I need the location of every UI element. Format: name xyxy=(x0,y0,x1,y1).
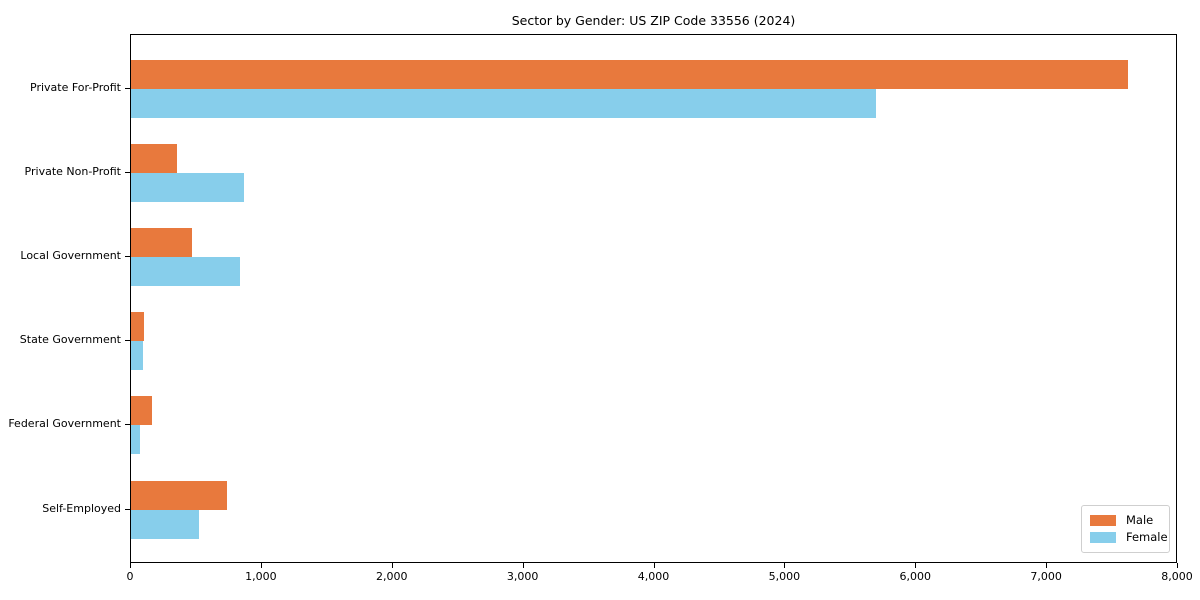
y-axis-label-private-non-profit: Private Non-Profit xyxy=(24,165,121,179)
plot-area: Male Female xyxy=(130,34,1177,563)
bar-female-self-employed xyxy=(131,509,199,539)
x-tick-mark xyxy=(915,563,917,568)
y-axis-label-state-government: State Government xyxy=(19,333,121,347)
chart-title: Sector by Gender: US ZIP Code 33556 (202… xyxy=(511,13,796,28)
x-tick-mark xyxy=(260,563,262,568)
bar-male-federal-government xyxy=(131,396,152,426)
y-axis-label-self-employed: Self-Employed xyxy=(42,501,121,515)
legend-label-male: Male xyxy=(1126,513,1154,527)
x-axis-tick-label-0: 0 xyxy=(126,570,134,583)
bar-male-state-government xyxy=(131,312,144,342)
legend-label-female: Female xyxy=(1126,530,1168,544)
legend-item-female: Female xyxy=(1090,529,1168,546)
x-axis-tick-label-2000: 2,000 xyxy=(376,570,408,583)
x-axis-tick-label-4000: 4,000 xyxy=(637,570,670,583)
x-axis-tick-label-5000: 5,000 xyxy=(768,570,801,583)
y-tick-mark xyxy=(125,172,130,174)
y-axis-label-federal-government: Federal Government xyxy=(8,417,121,431)
legend: Male Female xyxy=(1081,505,1170,553)
bar-male-private-for-profit xyxy=(131,60,1128,89)
y-tick-mark xyxy=(125,508,130,510)
y-tick-mark xyxy=(125,424,130,426)
x-axis-tick-label-1000: 1,000 xyxy=(245,570,277,583)
x-axis-tick-label-6000: 6,000 xyxy=(899,570,932,583)
y-axis-label-local-government: Local Government xyxy=(20,249,121,263)
bar-female-local-government xyxy=(131,257,240,287)
bar-female-state-government xyxy=(131,341,143,371)
y-tick-mark xyxy=(125,88,130,89)
legend-swatch-female xyxy=(1090,532,1116,543)
x-tick-mark xyxy=(522,563,524,568)
x-axis-tick-label-8000: 8,000 xyxy=(1161,570,1193,583)
x-axis-tick-label-3000: 3,000 xyxy=(506,570,539,583)
bar-male-self-employed xyxy=(131,480,227,510)
x-tick-mark xyxy=(391,563,393,568)
bar-female-federal-government xyxy=(131,425,140,455)
x-axis-tick-label-7000: 7,000 xyxy=(1030,570,1062,583)
bar-male-private-non-profit xyxy=(131,144,177,174)
x-tick-mark xyxy=(1046,563,1048,568)
x-tick-mark xyxy=(784,563,786,568)
y-axis-label-private-for-profit: Private For-Profit xyxy=(30,81,121,94)
bar-male-local-government xyxy=(131,228,192,258)
x-tick-mark xyxy=(130,563,131,568)
legend-item-male: Male xyxy=(1090,512,1162,529)
bar-female-private-for-profit xyxy=(131,89,876,118)
x-tick-mark xyxy=(1177,563,1178,568)
x-tick-mark xyxy=(653,563,655,568)
y-tick-mark xyxy=(125,256,130,258)
bar-female-private-non-profit xyxy=(131,173,244,203)
y-tick-mark xyxy=(125,340,130,342)
legend-swatch-male xyxy=(1090,515,1116,526)
